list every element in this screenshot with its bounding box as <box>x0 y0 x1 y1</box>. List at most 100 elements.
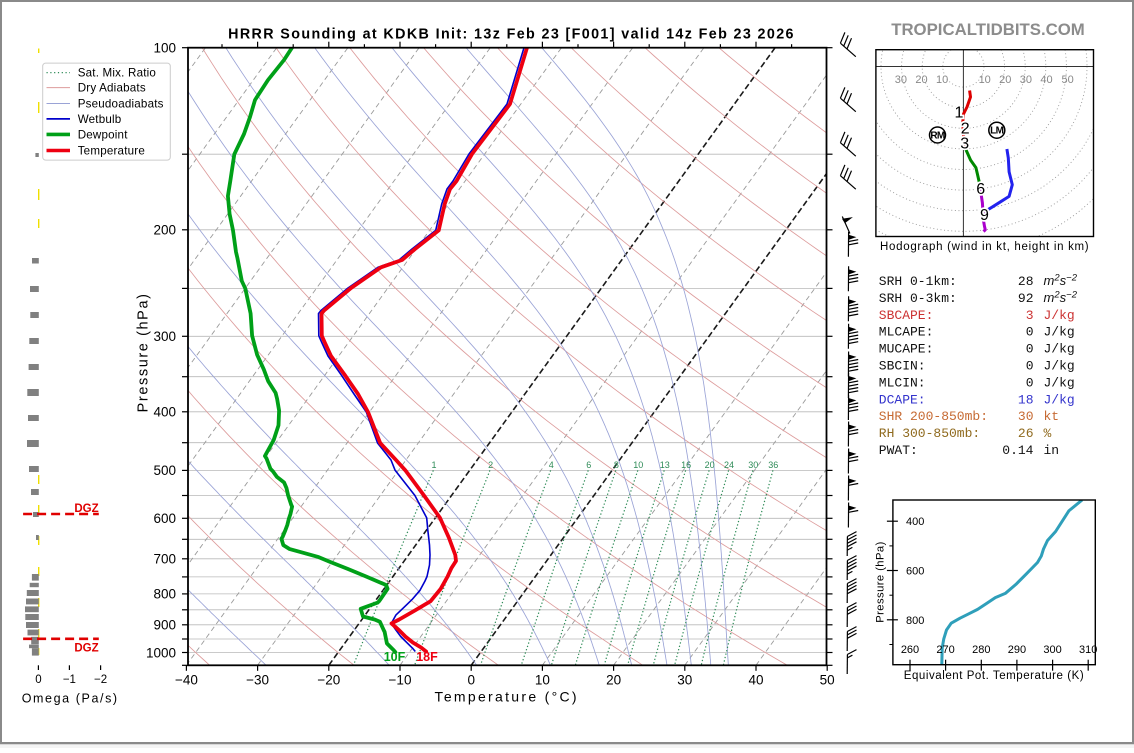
svg-text:30: 30 <box>1018 409 1034 424</box>
svg-text:300: 300 <box>153 329 176 344</box>
svg-text:J/kg: J/kg <box>1044 308 1075 323</box>
svg-text:MLCAPE:: MLCAPE: <box>879 325 934 340</box>
svg-text:Wetbulb: Wetbulb <box>78 113 122 126</box>
svg-text:0: 0 <box>1026 342 1034 357</box>
svg-text:1000: 1000 <box>146 645 176 660</box>
svg-text:0: 0 <box>1026 325 1034 340</box>
svg-text:DGZ: DGZ <box>74 503 98 515</box>
svg-text:Sat. Mix. Ratio: Sat. Mix. Ratio <box>78 67 156 80</box>
svg-text:Hodograph (wind in kt, height: Hodograph (wind in kt, height in km) <box>880 241 1089 253</box>
svg-text:270: 270 <box>936 644 954 656</box>
svg-text:18: 18 <box>1018 392 1034 407</box>
svg-text:SHR 200-850mb:: SHR 200-850mb: <box>879 409 988 424</box>
svg-text:PWAT:: PWAT: <box>879 443 918 458</box>
svg-text:6: 6 <box>976 181 985 198</box>
svg-text:400: 400 <box>906 516 924 528</box>
svg-text:Pressure (hPa): Pressure (hPa) <box>135 292 151 412</box>
svg-text:50: 50 <box>1061 74 1073 86</box>
svg-text:30: 30 <box>895 74 907 86</box>
svg-text:16: 16 <box>681 460 691 470</box>
svg-text:Dewpoint: Dewpoint <box>78 128 129 141</box>
svg-text:−1: −1 <box>63 674 76 686</box>
svg-text:10: 10 <box>535 672 550 687</box>
svg-text:−30: −30 <box>246 672 269 687</box>
svg-text:Omega (Pa/s): Omega (Pa/s) <box>22 692 119 706</box>
svg-text:TROPICALTIDBITS.COM: TROPICALTIDBITS.COM <box>891 20 1085 39</box>
svg-text:MLCIN:: MLCIN: <box>879 375 926 390</box>
svg-text:260: 260 <box>901 644 919 656</box>
svg-text:%: % <box>1044 426 1052 441</box>
svg-text:6: 6 <box>586 460 591 470</box>
svg-text:J/kg: J/kg <box>1044 359 1075 374</box>
svg-text:J/kg: J/kg <box>1044 325 1075 340</box>
svg-text:30: 30 <box>748 460 758 470</box>
svg-text:−10: −10 <box>389 672 412 687</box>
svg-text:10F: 10F <box>384 650 406 664</box>
svg-text:310: 310 <box>1079 644 1097 656</box>
svg-text:DGZ: DGZ <box>74 643 98 655</box>
svg-text:500: 500 <box>153 463 176 478</box>
svg-text:J/kg: J/kg <box>1044 342 1075 357</box>
svg-text:50: 50 <box>820 672 835 687</box>
svg-text:40: 40 <box>748 672 763 687</box>
svg-text:30: 30 <box>677 672 692 687</box>
svg-text:1: 1 <box>431 460 436 470</box>
svg-text:SRH 0-3km:: SRH 0-3km: <box>879 291 957 306</box>
svg-text:Dry Adiabats: Dry Adiabats <box>78 82 146 95</box>
svg-text:kt: kt <box>1044 409 1060 424</box>
svg-text:in: in <box>1044 443 1060 458</box>
svg-text:20: 20 <box>606 672 621 687</box>
svg-text:RH 300-850mb:: RH 300-850mb: <box>879 426 980 441</box>
svg-text:600: 600 <box>906 566 924 578</box>
svg-text:600: 600 <box>153 511 176 526</box>
svg-text:400: 400 <box>153 405 176 420</box>
svg-text:SBCAPE:: SBCAPE: <box>879 308 934 323</box>
svg-text:1: 1 <box>955 104 964 121</box>
svg-text:280: 280 <box>972 644 990 656</box>
svg-text:MUCAPE:: MUCAPE: <box>879 342 934 357</box>
svg-text:20: 20 <box>999 74 1011 86</box>
svg-text:92: 92 <box>1018 291 1034 306</box>
svg-text:−20: −20 <box>317 672 340 687</box>
svg-text:200: 200 <box>153 223 176 238</box>
svg-text:Pressure (hPa): Pressure (hPa) <box>875 541 887 623</box>
svg-text:13: 13 <box>660 460 670 470</box>
svg-text:3: 3 <box>960 135 969 152</box>
svg-text:−40: −40 <box>175 672 198 687</box>
svg-text:Temperature (°C): Temperature (°C) <box>435 689 579 705</box>
svg-text:300: 300 <box>1043 644 1061 656</box>
svg-text:0: 0 <box>35 674 41 686</box>
svg-text:−2: −2 <box>94 674 107 686</box>
svg-text:290: 290 <box>1008 644 1026 656</box>
svg-text:10: 10 <box>633 460 643 470</box>
svg-text:SRH 0-1km:: SRH 0-1km: <box>879 274 957 289</box>
svg-text:30: 30 <box>1020 74 1032 86</box>
svg-text:800: 800 <box>153 587 176 602</box>
svg-text:18F: 18F <box>416 650 438 664</box>
svg-text:700: 700 <box>153 552 176 567</box>
svg-text:26: 26 <box>1018 426 1034 441</box>
svg-text:RM: RM <box>930 130 945 141</box>
svg-text:2: 2 <box>488 460 493 470</box>
svg-text:Equivalent Pot. Temperature (K: Equivalent Pot. Temperature (K) <box>904 670 1084 682</box>
svg-text:LM: LM <box>990 126 1004 137</box>
svg-text:J/kg: J/kg <box>1044 392 1075 407</box>
svg-text:9: 9 <box>980 207 989 224</box>
svg-text:HRRR Sounding at KDKB Init: 13: HRRR Sounding at KDKB Init: 13z Feb 23 [… <box>228 27 795 43</box>
svg-text:100: 100 <box>153 41 176 56</box>
svg-text:0: 0 <box>1026 359 1034 374</box>
svg-text:20: 20 <box>915 74 927 86</box>
svg-text:Temperature: Temperature <box>78 145 145 158</box>
svg-text:3: 3 <box>1026 308 1034 323</box>
svg-text:24: 24 <box>724 460 734 470</box>
svg-text:40: 40 <box>1040 74 1052 86</box>
svg-text:SBCIN:: SBCIN: <box>879 359 926 374</box>
svg-text:900: 900 <box>153 618 176 633</box>
svg-text:36: 36 <box>768 460 778 470</box>
svg-text:800: 800 <box>906 615 924 627</box>
svg-text:J/kg: J/kg <box>1044 375 1075 390</box>
svg-text:0: 0 <box>1026 375 1034 390</box>
svg-text:20: 20 <box>705 460 715 470</box>
svg-text:8: 8 <box>614 460 619 470</box>
svg-text:10: 10 <box>936 74 948 86</box>
